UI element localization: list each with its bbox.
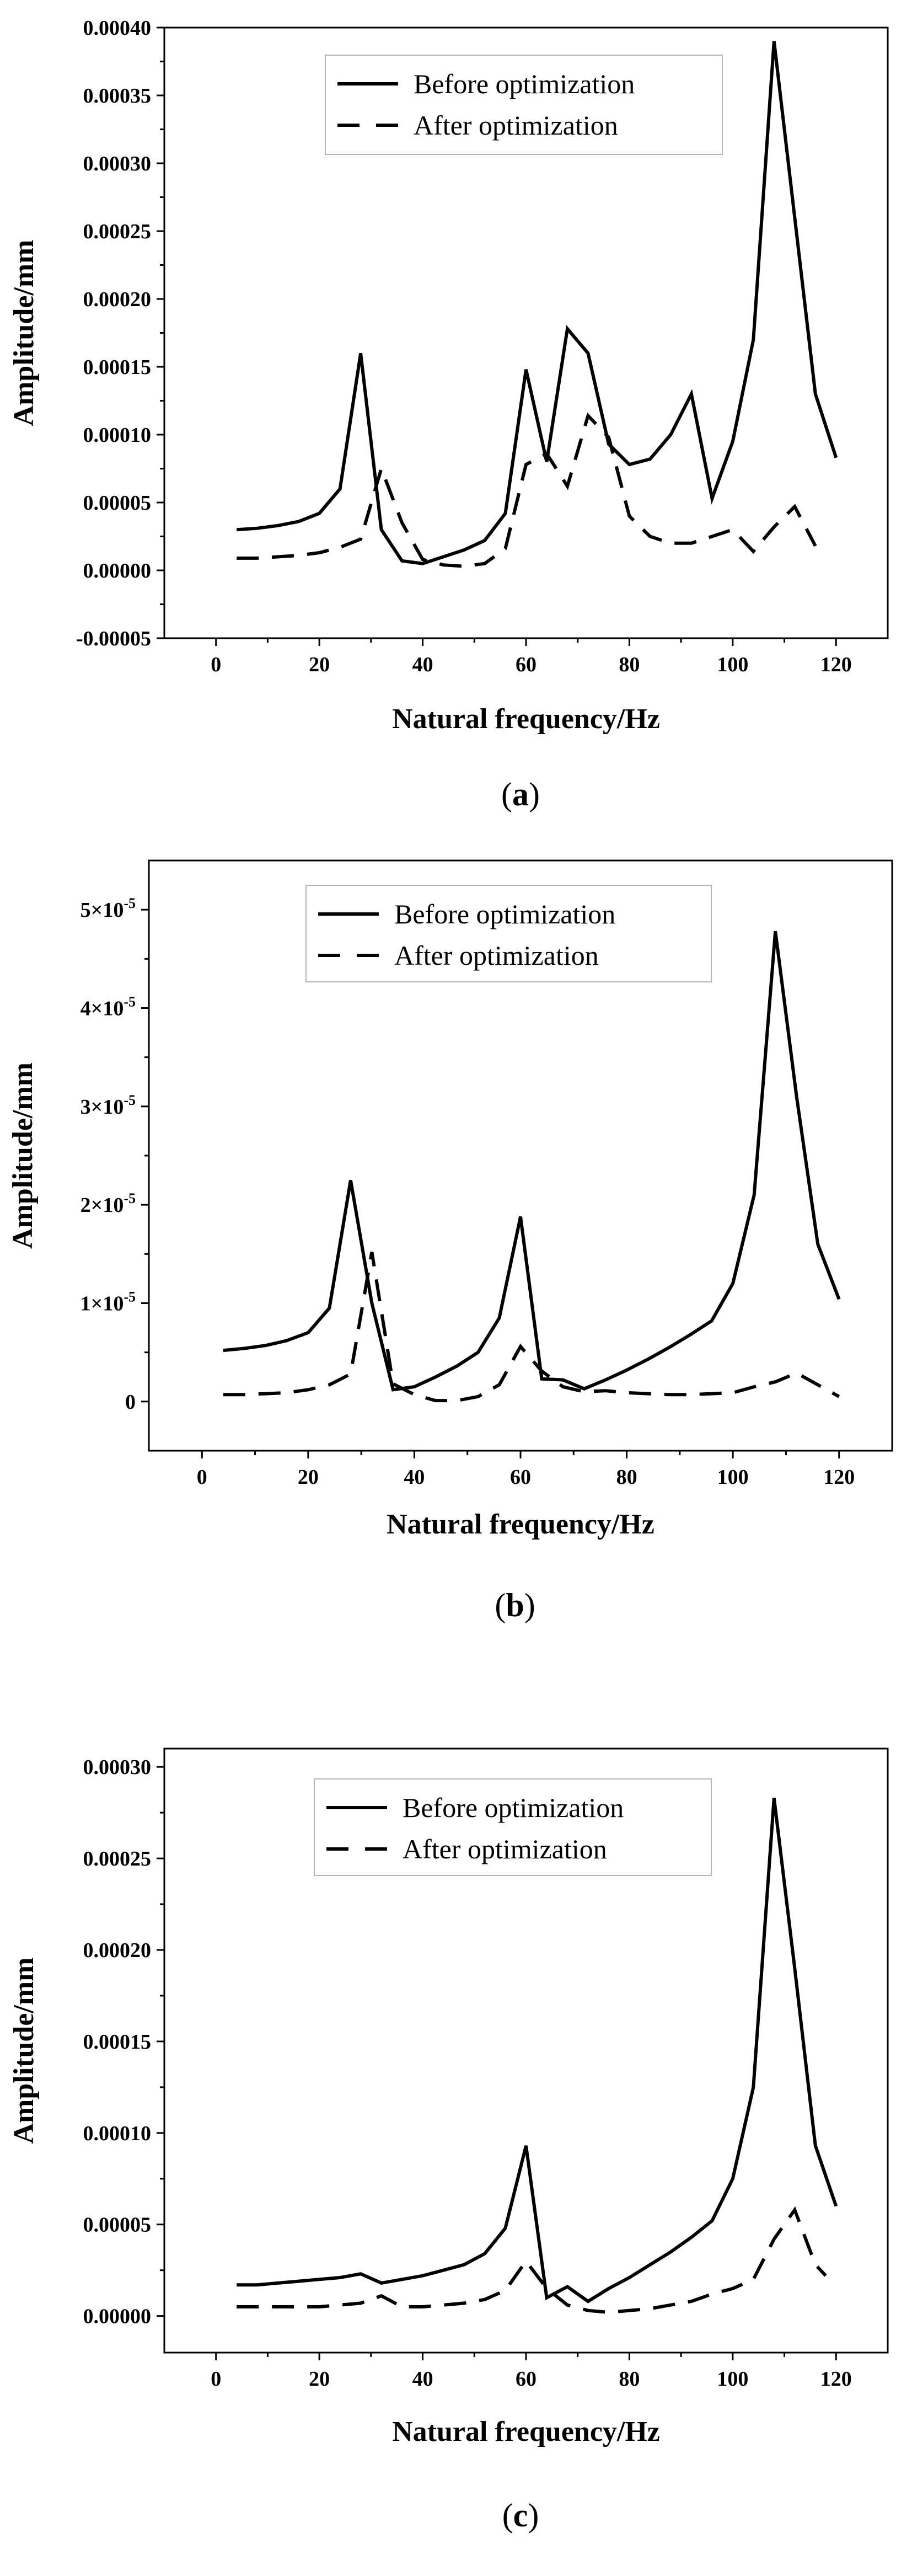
chart-b-ytick-label: 1×10-5 bbox=[81, 1289, 136, 1316]
chart-b-xtick-label: 40 bbox=[404, 1466, 425, 1489]
chart-c-legend-label: After optimization bbox=[403, 1834, 607, 1864]
chart-b-legend: Before optimization After optimization bbox=[305, 885, 712, 982]
chart-a-xtick-label: 20 bbox=[309, 653, 330, 676]
chart-c-panel-letter: c bbox=[513, 2497, 528, 2534]
chart-c-ytick-label: 0.00005 bbox=[83, 2214, 152, 2237]
chart-c-panel-label: (c) bbox=[502, 2497, 539, 2534]
chart-b-x-axis-title: Natural frequency/Hz bbox=[387, 1509, 655, 1540]
chart-b-ytick-mantissa: 4×10 bbox=[81, 997, 124, 1020]
chart-a-xtick-label: 40 bbox=[412, 653, 433, 676]
chart-a-ytick-label: 0.00005 bbox=[83, 491, 152, 515]
chart-c-xtick-label: 60 bbox=[516, 2367, 537, 2391]
chart-c-xtick-label: 20 bbox=[309, 2367, 330, 2391]
chart-b-ytick-exponent: -5 bbox=[124, 1190, 136, 1206]
chart-c-ytick-label: 0.00025 bbox=[83, 1847, 152, 1870]
chart-a-xtick-label: 80 bbox=[619, 653, 640, 676]
chart-a-panel-letter: a bbox=[512, 776, 529, 813]
chart-a-ytick-label: 0.00035 bbox=[83, 84, 152, 108]
chart-a-ytick-label: 0.00040 bbox=[83, 17, 152, 40]
chart-b-before-optimization-line bbox=[223, 931, 841, 1392]
chart-b-legend-box bbox=[305, 885, 712, 982]
chart-b-y-axis-title: Amplitude/mm bbox=[7, 1062, 39, 1249]
chart-c-ytick-label: 0.00000 bbox=[83, 2305, 152, 2328]
chart-c-legend-box bbox=[314, 1778, 712, 1876]
chart-a-after-optimization-line bbox=[237, 412, 817, 568]
chart-a-ytick-label: 0.00000 bbox=[83, 559, 152, 582]
chart-a-ytick-label: 0.00015 bbox=[83, 356, 152, 379]
chart-b-xtick-label: 60 bbox=[510, 1466, 531, 1489]
chart-a-xtick-label: 60 bbox=[516, 653, 537, 676]
chart-b-ytick-mantissa: 5×10 bbox=[81, 899, 124, 922]
chart-b-after-optimization-line bbox=[223, 1252, 840, 1403]
chart-b-ytick-mantissa: 3×10 bbox=[81, 1095, 124, 1119]
chart-a-x-axis-title: Natural frequency/Hz bbox=[392, 703, 660, 735]
chart-b-ytick-label: 5×10-5 bbox=[81, 895, 136, 922]
chart-a-legend-box bbox=[325, 55, 723, 155]
chart-c-before-optimization-line bbox=[237, 1798, 838, 2304]
chart-c-ytick-label: 0.00010 bbox=[83, 2122, 152, 2145]
chart-c-x-axis-title: Natural frequency/Hz bbox=[392, 2416, 660, 2447]
chart-b-xtick-label: 100 bbox=[717, 1466, 749, 1489]
chart-a-ytick-label: 0.00010 bbox=[83, 424, 152, 447]
chart-b-legend-label: After optimization bbox=[394, 940, 599, 971]
chart-a-xtick-label: 100 bbox=[717, 653, 748, 676]
chart-b-ytick-exponent: -5 bbox=[124, 895, 136, 911]
chart-b-ytick-mantissa: 1×10 bbox=[81, 1292, 124, 1316]
chart-b-ytick-label: 3×10-5 bbox=[81, 1092, 136, 1119]
chart-b-ytick-label: 4×10-5 bbox=[81, 994, 136, 1020]
chart-c-legend-label: Before optimization bbox=[403, 1792, 624, 1823]
chart-b-ytick-exponent: -5 bbox=[124, 994, 136, 1010]
chart-b-ytick-mantissa: 0 bbox=[125, 1391, 136, 1414]
chart-b-xtick-label: 80 bbox=[616, 1466, 637, 1489]
chart-b-xtick-label: 120 bbox=[823, 1466, 855, 1489]
chart-b-ytick-mantissa: 2×10 bbox=[81, 1194, 124, 1217]
chart-c-y-axis-title: Amplitude/mm bbox=[8, 1958, 40, 2144]
chart-a-ytick-label: 0.00030 bbox=[83, 152, 152, 175]
chart-b-legend-label: Before optimization bbox=[394, 899, 615, 929]
chart-b-ytick-exponent: -5 bbox=[124, 1289, 136, 1305]
chart-c-xtick-label: 0 bbox=[211, 2367, 221, 2391]
chart-b-ytick-label: 0 bbox=[125, 1391, 136, 1414]
chart-b-ytick-exponent: -5 bbox=[124, 1092, 136, 1108]
chart-a-ytick-label: 0.00020 bbox=[83, 288, 152, 311]
chart-a-ytick-label: 0.00025 bbox=[83, 220, 152, 243]
chart-c: 0 20 40 60 80 100 120 0.00000 0.00005 0.00010 0.00… bbox=[8, 1747, 889, 2534]
chart-a-xtick-label: 120 bbox=[820, 653, 852, 676]
chart-a-panel-label: (a) bbox=[501, 776, 540, 813]
chart-c-after-optimization-line bbox=[237, 2206, 827, 2315]
chart-a-before-optimization-line bbox=[237, 41, 838, 565]
chart-b-panel-letter: b bbox=[506, 1587, 524, 1623]
chart-a: 0 20 40 60 80 100 120 -0.00005 0.00000 0.00005 0.0… bbox=[8, 17, 889, 813]
chart-a-xtick-label: 0 bbox=[211, 653, 221, 676]
chart-a-ytick-label: -0.00005 bbox=[76, 627, 151, 650]
chart-c-xtick-label: 120 bbox=[820, 2367, 852, 2391]
chart-a-y-axis-title: Amplitude/mm bbox=[8, 240, 40, 426]
chart-c-ytick-label: 0.00030 bbox=[83, 1756, 152, 1779]
chart-c-legend: Before optimization After optimization bbox=[314, 1778, 712, 1876]
chart-c-xtick-label: 100 bbox=[717, 2367, 748, 2391]
chart-c-xtick-label: 40 bbox=[412, 2367, 433, 2391]
chart-c-ytick-label: 0.00020 bbox=[83, 1939, 152, 1962]
chart-b-ytick-label: 2×10-5 bbox=[81, 1190, 136, 1217]
chart-b-panel-label: (b) bbox=[495, 1587, 535, 1623]
chart-b-xtick-label: 20 bbox=[298, 1466, 319, 1489]
chart-c-ytick-label: 0.00015 bbox=[83, 2030, 152, 2054]
chart-b: 0 20 40 60 80 100 12001×10-52×10-53×10-54×10-5… bbox=[7, 859, 893, 1623]
chart-c-xtick-label: 80 bbox=[619, 2367, 640, 2391]
chart-a-legend: Before optimization After optimization bbox=[325, 55, 723, 155]
chart-a-legend-label: Before optimization bbox=[414, 68, 635, 99]
chart-b-xtick-label: 0 bbox=[197, 1466, 207, 1489]
chart-a-legend-label: After optimization bbox=[414, 110, 618, 141]
